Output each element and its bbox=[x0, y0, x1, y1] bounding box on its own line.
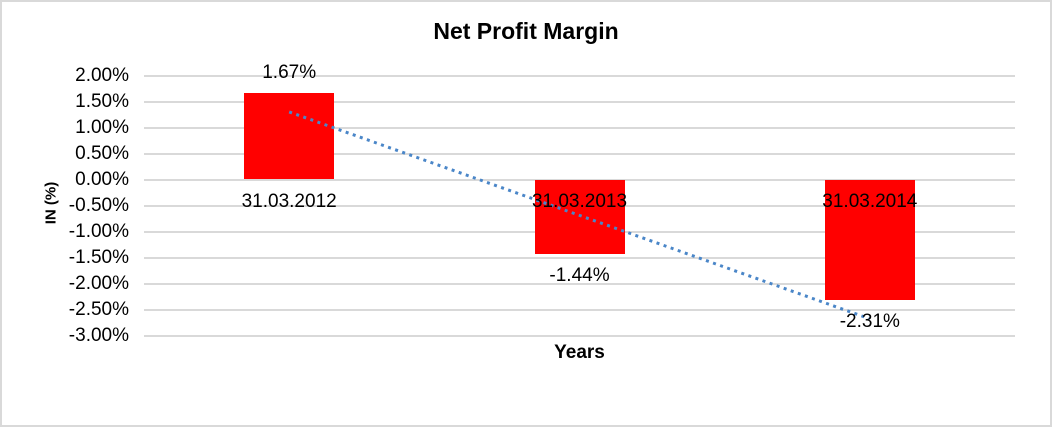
x-axis-title: Years bbox=[554, 342, 605, 363]
y-tick-label: 1.00% bbox=[75, 116, 129, 138]
y-tick-label: 0.00% bbox=[75, 168, 129, 190]
data-label: 1.67% bbox=[262, 61, 317, 83]
category-label: 31.03.2014 bbox=[822, 191, 918, 212]
gridline bbox=[144, 74, 1015, 77]
gridline bbox=[144, 334, 1015, 337]
y-tick-label: -2.50% bbox=[68, 298, 129, 320]
y-tick-label: -0.50% bbox=[68, 194, 129, 216]
category-label: 31.03.2013 bbox=[531, 191, 628, 212]
y-tick-label: 0.50% bbox=[75, 142, 129, 164]
y-tick-label: -2.00% bbox=[68, 272, 129, 294]
y-tick-label: -3.00% bbox=[68, 324, 129, 346]
y-tick-label: 1.50% bbox=[75, 90, 129, 112]
bar bbox=[244, 92, 335, 180]
y-tick-label: -1.50% bbox=[68, 246, 129, 268]
data-label: -2.31% bbox=[839, 310, 900, 332]
category-label: 31.03.2012 bbox=[241, 191, 337, 212]
data-label: -1.44% bbox=[549, 265, 610, 287]
gridline bbox=[144, 100, 1015, 103]
y-tick-label: 2.00% bbox=[75, 64, 129, 86]
y-tick-label: -1.00% bbox=[68, 220, 129, 242]
chart-title: Net Profit Margin bbox=[433, 18, 619, 44]
